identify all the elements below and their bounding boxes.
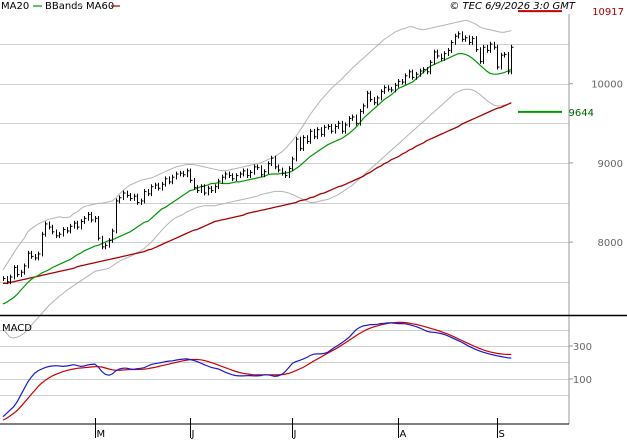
support-label: 9644 (569, 108, 594, 119)
chart-axes: 8000 9000 10000 100 300 M J J A S (0, 14, 627, 440)
macd-signal-line (2, 321, 512, 421)
macd-y-tick-label: 300 (573, 342, 592, 353)
bb-upper-line (2, 19, 512, 271)
macd-panel-title: MACD (2, 323, 32, 334)
x-axis-tick-label: A (400, 429, 407, 440)
x-axis-tick-label: M (97, 429, 106, 440)
legend-bbands-label: BBands (45, 1, 83, 12)
ma60-line (3, 102, 512, 284)
macd-panel (2, 321, 512, 421)
bb-lower-line (2, 88, 512, 339)
x-axis-tick-label: S (499, 429, 505, 440)
chart-grid (0, 44, 569, 396)
ma20-line (2, 52, 512, 305)
macd-line (2, 322, 512, 418)
resistance-label: 10917 (592, 7, 624, 18)
legend-ma20-label: MA20 (1, 1, 29, 12)
price-panel: 10917 9644 (2, 7, 624, 339)
price-y-tick-label: 10000 (591, 80, 623, 91)
x-axis-tick-label: J (293, 429, 297, 440)
macd-y-tick-label: 100 (573, 375, 592, 386)
copyright-timestamp: © TEC 6/9/2026 3:0 GMT (449, 1, 576, 12)
price-y-tick-label: 9000 (598, 159, 623, 170)
legend-ma60-label: MA60 (86, 1, 114, 12)
x-axis-tick-label: J (191, 429, 195, 440)
price-y-tick-label: 8000 (598, 238, 623, 249)
